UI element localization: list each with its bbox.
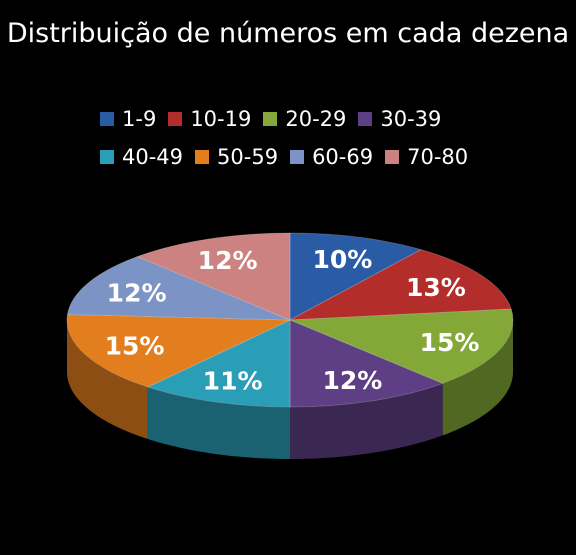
data-label: 10% (312, 245, 372, 274)
pie-slice-side (147, 387, 290, 459)
legend-item: 1-9 (100, 107, 156, 131)
pie-side-walls (67, 320, 513, 459)
legend-swatch (263, 112, 278, 126)
legend-label: 40-49 (122, 145, 184, 169)
legend-item: 20-29 (263, 107, 346, 131)
pie-slice (289, 319, 444, 408)
pie-slice-side (290, 383, 443, 459)
legend-label: 20-29 (285, 107, 347, 131)
legend-swatch (290, 150, 305, 164)
data-label: 15% (105, 332, 165, 361)
pie-slice (146, 319, 291, 408)
legend-row: 1-9 10-19 20-29 30-39 (100, 100, 520, 138)
pie-slice (289, 232, 423, 321)
pie-slice (136, 232, 291, 321)
data-label: 12% (107, 279, 167, 308)
data-label: 13% (406, 273, 466, 302)
legend-item: 70-80 (385, 145, 468, 169)
pie-slice-side (67, 320, 148, 440)
legend-label: 70-80 (407, 145, 469, 169)
data-labels: 10% 13% 15% 12% 11% 15% 12% 12% (105, 245, 480, 396)
legend-item: 10-19 (168, 107, 251, 131)
legend-item: 40-49 (100, 145, 183, 169)
pie-slice (66, 314, 291, 388)
legend-label: 60-69 (312, 145, 374, 169)
pie-slice (289, 249, 512, 321)
legend-item: 50-59 (195, 145, 278, 169)
legend-swatch (358, 112, 373, 126)
legend: 1-9 10-19 20-29 30-39 40-49 50-59 60-69 70-80 (100, 100, 520, 176)
pie-slice (289, 308, 514, 384)
legend-swatch (100, 150, 114, 164)
data-label: 12% (322, 366, 382, 395)
legend-row: 40-49 50-59 60-69 70-80 (100, 138, 520, 176)
legend-label: 30-39 (380, 107, 442, 131)
pie-top (66, 232, 514, 408)
legend-label: 1-9 (122, 107, 157, 131)
legend-label: 10-19 (190, 107, 252, 131)
data-label: 15% (420, 328, 480, 357)
legend-item: 30-39 (358, 107, 441, 131)
legend-item: 60-69 (290, 145, 373, 169)
pie-slice-side (442, 320, 513, 436)
legend-swatch (100, 112, 114, 126)
legend-swatch (168, 112, 183, 126)
legend-swatch (385, 150, 400, 164)
pie-slice (66, 256, 291, 321)
legend-label: 50-59 (217, 145, 279, 169)
chart-title: Distribuição de números em cada dezena (6, 18, 570, 49)
data-label: 12% (198, 246, 258, 275)
legend-swatch (195, 150, 210, 164)
data-label: 11% (203, 367, 263, 396)
